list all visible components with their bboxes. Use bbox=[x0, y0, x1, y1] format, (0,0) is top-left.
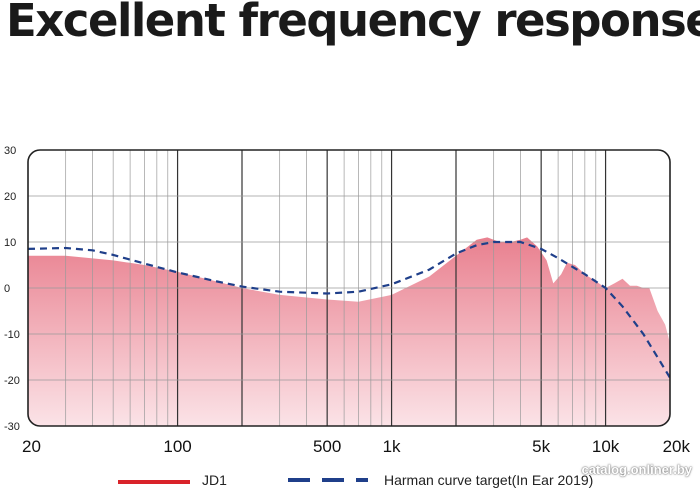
y-tick-label: 10 bbox=[4, 237, 16, 249]
y-tick-label: -10 bbox=[4, 329, 20, 341]
jd1-area bbox=[28, 237, 670, 426]
x-tick-label: 1k bbox=[383, 437, 401, 456]
y-tick-label: 30 bbox=[4, 145, 16, 157]
harman-legend-swatch bbox=[288, 478, 368, 482]
x-tick-label: 100 bbox=[163, 437, 191, 456]
headline: Excellent frequency response bbox=[6, 0, 700, 47]
x-tick-label: 10k bbox=[592, 437, 620, 456]
jd1-legend-label: JD1 bbox=[202, 472, 227, 488]
x-tick-label: 20 bbox=[22, 437, 41, 456]
x-tick-label: 5k bbox=[532, 437, 550, 456]
plot-frame bbox=[27, 149, 671, 427]
harman-curve-line bbox=[28, 240, 670, 379]
watermark: catalog.onliner.by bbox=[581, 462, 692, 477]
x-tick-label: 20k bbox=[663, 437, 691, 456]
y-tick-label: 0 bbox=[4, 283, 10, 295]
harman-legend-label: Harman curve target(In Ear 2019) bbox=[384, 472, 594, 488]
jd1-legend-swatch bbox=[118, 480, 190, 484]
y-tick-label: -30 bbox=[4, 421, 20, 433]
y-tick-label: -20 bbox=[4, 375, 20, 387]
x-tick-label: 500 bbox=[313, 437, 341, 456]
y-tick-label: 20 bbox=[4, 191, 16, 203]
